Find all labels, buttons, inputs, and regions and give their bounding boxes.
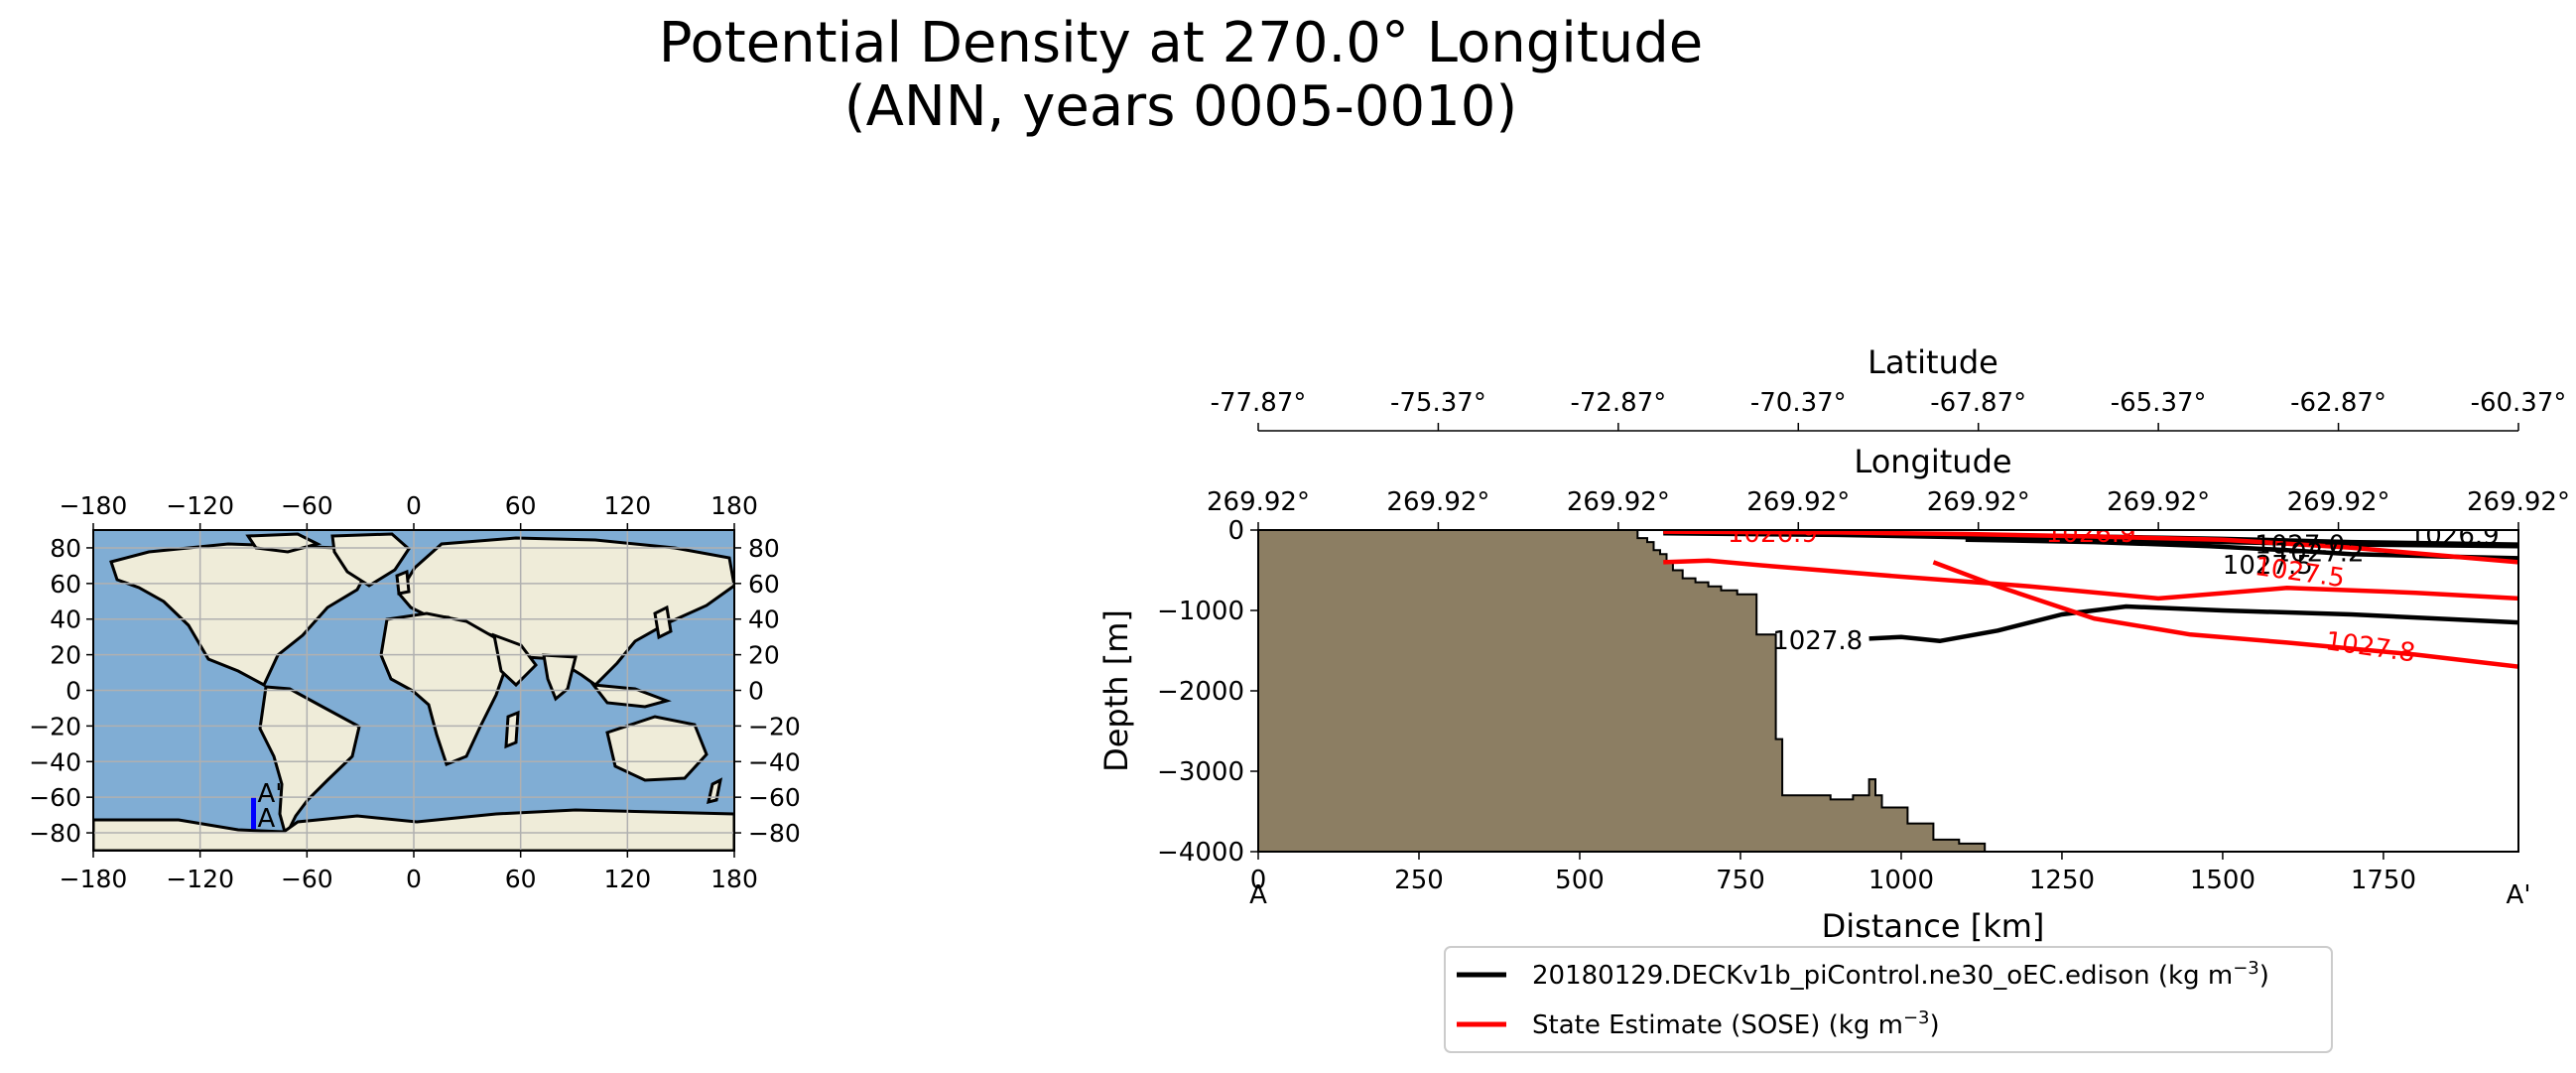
map-right-tick-label: 80 — [748, 534, 780, 563]
map-bottom-tick-label: 0 — [406, 865, 422, 893]
x-tick-label: 500 — [1555, 866, 1605, 895]
longitude-axis-label: Longitude — [1854, 443, 2011, 480]
longitude-tick-label: 269.92° — [1386, 487, 1489, 517]
figure-title-line2: (ANN, years 0005-0010) — [843, 74, 1518, 139]
map-section-label-start: A — [258, 804, 276, 834]
obs-contour-1026.9 — [1663, 530, 2518, 565]
longitude-tick-label: 269.92° — [1567, 487, 1670, 517]
x-axis-label: Distance [km] — [1822, 907, 2045, 945]
legend-model-entry: 20180129.DECKv1b_piControl.ne30_oEC.edis… — [1532, 958, 2269, 991]
obs-contour-1027.8 — [1932, 560, 2518, 669]
latitude-tick-label: -60.37° — [2471, 388, 2567, 418]
map-right-tick-label: −60 — [748, 783, 801, 812]
map-bottom-tick-label: 180 — [710, 865, 758, 893]
x-tick-label: 750 — [1716, 866, 1765, 895]
x-tick-label: 1500 — [2190, 866, 2255, 895]
bathymetry — [1258, 530, 1987, 852]
longitude-tick-label: 269.92° — [2467, 487, 2570, 517]
y-tick-label: −2000 — [1157, 677, 1244, 707]
map-right-tick-label: −40 — [748, 747, 801, 776]
latitude-tick-label: -77.87° — [1211, 388, 1307, 418]
latitude-tick-label: -62.87° — [2290, 388, 2386, 418]
map-right-tick-label: 60 — [748, 570, 780, 599]
map-right-tick-label: 0 — [748, 677, 764, 706]
map-left-tick-label: 20 — [50, 641, 81, 670]
map-bottom-tick-label: −120 — [166, 865, 234, 893]
longitude-axis: 269.92° 269.92° 269.92° 269.92° 269.92° 269.9… — [1207, 487, 2570, 530]
figure-title-line1: Potential Density at 270.0° Longitude — [658, 11, 1704, 75]
y-tick-label: 0 — [1227, 516, 1244, 546]
longitude-tick-label: 269.92° — [1746, 487, 1850, 517]
latitude-tick-label: -75.37° — [1390, 388, 1486, 418]
latitude-tick-label: -67.87° — [1930, 388, 2026, 418]
longitude-tick-label: 269.92° — [2287, 487, 2390, 517]
density-contours — [1663, 530, 2518, 669]
obs-contour-1027.5 — [1663, 558, 2518, 602]
latitude-tick-label: -72.87° — [1570, 388, 1666, 418]
depth-axis: 0 −1000 −2000 −3000 −4000 — [1157, 516, 1258, 868]
section-start-label: A — [1249, 880, 1267, 910]
map-right-tick-label: 40 — [748, 605, 780, 634]
obs-contour-label: 1026.9 — [1728, 519, 1818, 549]
map-left-tick-label: −40 — [29, 747, 81, 776]
map-left-tick-label: −80 — [29, 819, 81, 848]
map-top-tick-label: 0 — [406, 491, 422, 520]
map-top-tick-label: 180 — [710, 491, 758, 520]
legend-box — [1444, 946, 2333, 1053]
section-end-label: A' — [2507, 880, 2531, 910]
model-contour-label: 1027.5 — [2223, 551, 2313, 581]
model-contour-label: 1027.0 — [2254, 531, 2345, 561]
map-top-tick-label: −120 — [166, 491, 234, 520]
map-left-tick-label: 0 — [65, 677, 81, 706]
map-left-tick-label: −20 — [29, 712, 81, 740]
y-tick-label: −1000 — [1157, 597, 1244, 626]
map-section-label-end: A' — [258, 779, 283, 809]
map-right-tick-label: 20 — [748, 641, 780, 670]
map-bottom-tick-label: 120 — [603, 865, 651, 893]
location-map: −180 −180 −120 −120 −60 −60 0 0 60 60 120 120 180 180… — [29, 491, 801, 893]
map-ticks: −180 −180 −120 −120 −60 −60 0 0 60 60 120 120 180 180… — [29, 491, 801, 893]
latitude-tick-label: -70.37° — [1750, 388, 1847, 418]
map-bottom-tick-label: 60 — [505, 865, 537, 893]
x-tick-label: 1000 — [1868, 866, 1934, 895]
map-gridlines — [92, 530, 735, 851]
map-left-tick-label: 40 — [50, 605, 81, 634]
latitude-tick-label: -65.37° — [2111, 388, 2207, 418]
x-tick-label: 0 — [1250, 866, 1267, 895]
model-contour-1027.8 — [1868, 604, 2518, 644]
obs-contour-label: 1027.8 — [2324, 626, 2417, 668]
latitude-axis: -77.87° -75.37° -72.87° -70.37° -67.87° -65.3… — [1211, 388, 2567, 432]
longitude-tick-label: 269.92° — [1927, 487, 2030, 517]
legend: 20180129.DECKv1b_piControl.ne30_oEC.edis… — [1444, 946, 2333, 1053]
longitude-tick-label: 269.92° — [2107, 487, 2210, 517]
map-top-tick-label: 120 — [603, 491, 651, 520]
y-axis-label: Depth [m] — [1097, 609, 1135, 772]
latitude-axis-label: Latitude — [1868, 343, 1998, 381]
map-left-tick-label: 80 — [50, 534, 81, 563]
map-bottom-tick-label: −60 — [281, 865, 333, 893]
model-contour-label: 1026.9 — [2409, 521, 2500, 551]
model-contour-label: 1027.8 — [1772, 626, 1863, 656]
map-right-tick-label: −20 — [748, 712, 801, 740]
map-right-tick-label: −80 — [748, 819, 801, 848]
model-contour-label: 1027.2 — [2274, 539, 2365, 569]
map-top-tick-label: −60 — [281, 491, 333, 520]
longitude-tick-label: 269.92° — [1207, 487, 1310, 517]
section-plot: Latitude -77.87° -75.37° -72.87° -70.37° -67… — [1097, 343, 2570, 945]
legend-obs-entry: State Estimate (SOSE) (kg m−3) — [1532, 1007, 1940, 1040]
map-top-tick-label: −180 — [60, 491, 128, 520]
obs-contour-label: 1026.9 — [2046, 519, 2136, 549]
y-tick-label: −4000 — [1157, 838, 1244, 868]
x-tick-label: 1250 — [2029, 866, 2095, 895]
x-tick-label: 1750 — [2351, 866, 2416, 895]
y-tick-label: −3000 — [1157, 757, 1244, 787]
x-tick-label: 250 — [1394, 866, 1444, 895]
map-top-tick-label: 60 — [505, 491, 537, 520]
map-bottom-tick-label: −180 — [60, 865, 128, 893]
distance-axis: 0 250 500 750 1000 1250 1500 1750 — [1250, 852, 2416, 895]
map-left-tick-label: −60 — [29, 783, 81, 812]
figure-title: Potential Density at 270.0° Longitude (A… — [0, 12, 2362, 139]
map-left-tick-label: 60 — [50, 570, 81, 599]
